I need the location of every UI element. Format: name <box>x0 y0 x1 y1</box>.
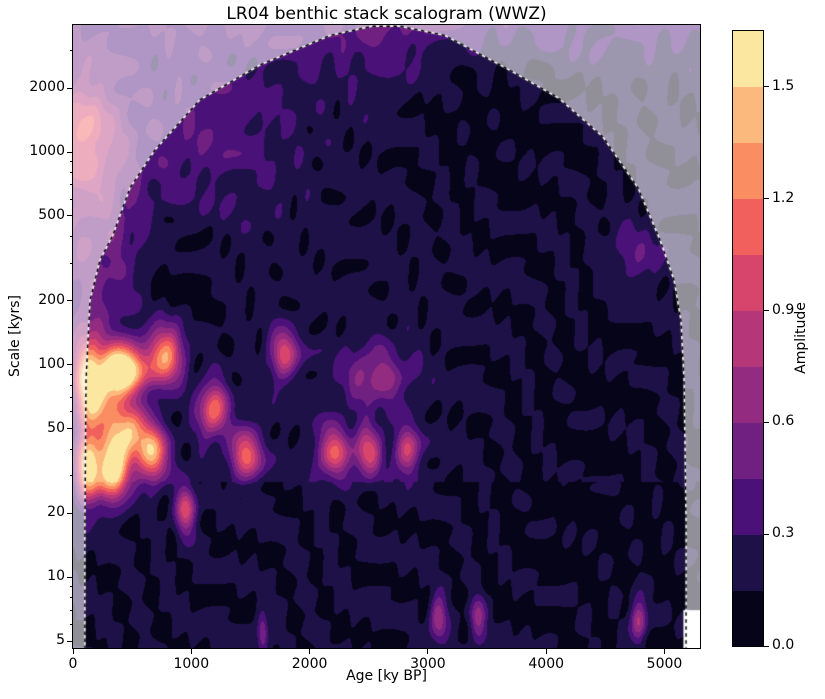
colorbar-tick-mark <box>764 533 769 535</box>
y-axis-label: Scale [kyrs] <box>7 295 23 377</box>
x-tick-mark <box>427 648 429 654</box>
x-axis-label: Age [ky BP] <box>346 668 427 684</box>
y-tick-mark <box>67 87 73 89</box>
y-minor-tick-mark <box>69 609 73 611</box>
colorbar-segment <box>733 590 763 647</box>
chart-title: LR04 benthic stack scalogram (WWZ) <box>226 4 547 24</box>
y-tick-mark <box>67 300 73 302</box>
y-minor-tick-mark <box>69 586 73 588</box>
colorbar-tick-mark <box>764 421 769 423</box>
colorbar <box>732 30 764 647</box>
y-tick-label: 1000 <box>29 143 65 159</box>
colorbar-segment <box>733 310 763 367</box>
colorbar-label: Amplitude <box>793 302 809 374</box>
y-tick-label: 500 <box>38 206 65 223</box>
colorbar-segment <box>733 534 763 591</box>
y-minor-tick-mark <box>69 397 73 399</box>
colorbar-segment <box>733 422 763 479</box>
colorbar-tick-label: 1.5 <box>772 77 795 94</box>
colorbar-segment <box>733 86 763 144</box>
y-minor-tick-mark <box>69 623 73 625</box>
y-minor-tick-mark <box>69 262 73 264</box>
x-tick-label: 2000 <box>291 656 328 672</box>
colorbar-segment <box>733 478 763 535</box>
y-minor-tick-mark <box>69 448 73 450</box>
x-tick-mark <box>309 648 311 654</box>
x-tick-label: 1000 <box>173 656 210 672</box>
y-tick-label: 20 <box>47 504 65 521</box>
y-tick-label: 5 <box>56 632 65 649</box>
colorbar-segment <box>733 31 763 88</box>
colorbar-tick-label: 1.2 <box>772 189 795 206</box>
y-tick-mark <box>67 215 73 217</box>
y-minor-tick-mark <box>69 172 73 174</box>
y-minor-tick-mark <box>69 161 73 163</box>
plot-border <box>72 24 701 649</box>
y-tick-mark <box>67 151 73 153</box>
x-tick-mark <box>190 648 192 654</box>
x-tick-label: 0 <box>68 656 78 672</box>
colorbar-segment <box>733 254 763 312</box>
x-tick-label: 3000 <box>410 656 446 672</box>
y-tick-mark <box>67 576 73 578</box>
x-tick-label: 4000 <box>528 656 565 672</box>
y-minor-tick-mark <box>69 236 73 238</box>
y-tick-mark <box>67 428 73 430</box>
y-minor-tick-mark <box>69 411 73 413</box>
colorbar-tick-label: 0.0 <box>772 637 795 653</box>
colorbar-tick-label: 0.6 <box>772 413 795 430</box>
colorbar-tick-mark <box>764 198 769 200</box>
colorbar-tick-mark <box>764 86 769 88</box>
y-minor-tick-mark <box>69 597 73 599</box>
colorbar-tick-mark <box>764 645 769 647</box>
y-tick-mark <box>67 364 73 366</box>
colorbar-segment <box>733 142 763 200</box>
y-tick-mark <box>67 640 73 642</box>
y-minor-tick-mark <box>69 198 73 200</box>
y-minor-tick-mark <box>69 373 73 375</box>
y-tick-label: 10 <box>47 568 65 585</box>
colorbar-tick-label: 0.3 <box>772 525 795 542</box>
x-tick-mark <box>664 648 665 654</box>
scalogram-canvas <box>73 25 700 648</box>
x-tick-label: 5000 <box>646 656 683 672</box>
x-tick-mark <box>545 648 547 654</box>
x-tick-mark <box>72 648 74 654</box>
y-tick-mark <box>67 512 73 514</box>
colorbar-segment <box>733 198 763 256</box>
y-minor-tick-mark <box>69 384 73 386</box>
y-tick-label: 2000 <box>29 79 65 95</box>
colorbar-tick-mark <box>764 310 769 312</box>
y-minor-tick-mark <box>69 475 73 477</box>
y-tick-label: 100 <box>38 355 65 372</box>
colorbar-segment <box>733 366 763 423</box>
y-tick-label: 50 <box>47 419 65 436</box>
y-minor-tick-mark <box>69 184 73 186</box>
colorbar-tick-label: 0.9 <box>772 301 795 318</box>
y-tick-label: 200 <box>38 291 65 308</box>
y-minor-tick-mark <box>69 50 73 52</box>
